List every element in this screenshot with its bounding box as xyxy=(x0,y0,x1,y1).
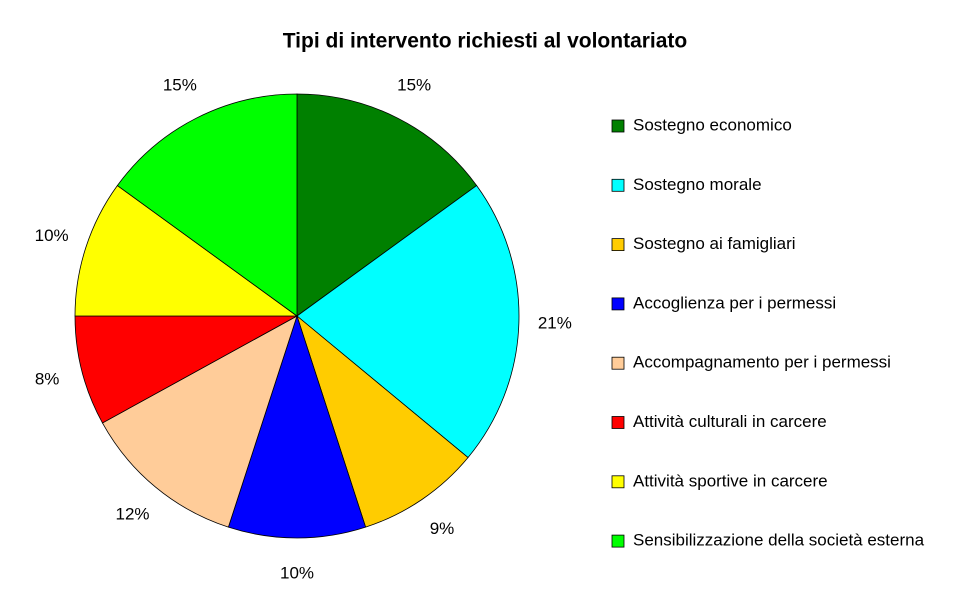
legend-swatch xyxy=(611,238,625,252)
data-label: 8% xyxy=(35,370,60,389)
pie-slice xyxy=(227,314,367,539)
pie-slice xyxy=(296,314,469,528)
legend-label: Sostegno economico xyxy=(633,115,792,134)
pie-slice xyxy=(74,315,298,424)
chart-title: Tipi di intervento richiesti al volontar… xyxy=(283,30,688,53)
legend-label: Accompagnamento per i permessi xyxy=(633,353,891,372)
data-label: 9% xyxy=(430,519,455,538)
pie-slice xyxy=(116,93,298,317)
legend-swatch xyxy=(611,178,625,192)
data-label: 10% xyxy=(35,226,69,245)
legend-swatch xyxy=(611,119,625,133)
legend-label: Sostegno morale xyxy=(633,175,762,194)
data-label: 15% xyxy=(397,76,431,95)
legend-label: Attività sportive in carcere xyxy=(633,471,828,490)
legend-label: Sostegno ai famigliari xyxy=(633,234,796,253)
pie-slice xyxy=(74,184,299,317)
data-label: 12% xyxy=(116,504,150,523)
legend-label: Attività culturali in carcere xyxy=(633,412,827,431)
legend-swatch xyxy=(611,534,625,548)
legend-label: Sensibilizzazione della società esterna xyxy=(633,531,925,550)
legend-swatch xyxy=(611,297,625,311)
data-label: 10% xyxy=(280,563,314,582)
pie-slice xyxy=(296,184,520,459)
legend-swatch xyxy=(611,356,625,370)
pie-slice xyxy=(296,93,478,317)
legend-swatch xyxy=(611,475,625,489)
data-label: 15% xyxy=(163,76,197,95)
pie-slice xyxy=(101,315,298,528)
legend-swatch xyxy=(611,416,625,429)
legend-label: Accoglienza per i permessi xyxy=(633,293,836,312)
data-label: 21% xyxy=(538,314,572,333)
